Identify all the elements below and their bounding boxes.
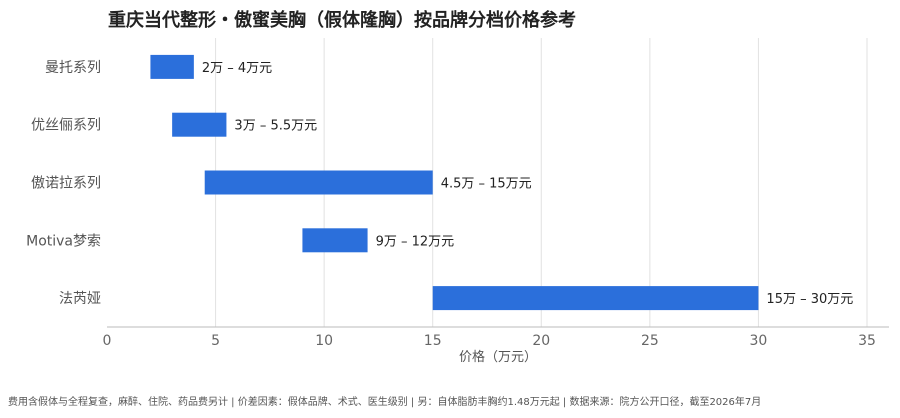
category-label: Motiva梦索 [26, 232, 101, 249]
bar [172, 112, 227, 137]
bar [302, 228, 368, 253]
x-axis-title: 价格（万元） [459, 349, 537, 365]
x-tick-label: 5 [211, 333, 220, 349]
chart-title: 重庆当代整形・傲蜜美胸（假体隆胸）按品牌分档价格参考 [108, 10, 576, 31]
x-tick-label: 30 [750, 333, 768, 349]
x-tick-label: 15 [424, 333, 442, 349]
x-tick-label: 25 [641, 333, 659, 349]
data-label: 3万 – 5.5万元 [234, 119, 317, 134]
data-label: 2万 – 4万元 [202, 61, 272, 76]
data-label: 9万 – 12万元 [376, 234, 455, 249]
category-label: 傲诺拉系列 [31, 176, 101, 192]
bar [432, 286, 759, 311]
x-tick-label: 20 [532, 333, 550, 349]
footer-note: 费用含假体与全程复查，麻醉、住院、药品费另计 | 价差因素：假体品牌、术式、医生… [8, 397, 762, 408]
category-label: 曼托系列 [45, 60, 101, 76]
data-label: 4.5万 – 15万元 [441, 177, 532, 192]
data-label: 15万 – 30万元 [766, 292, 853, 307]
x-tick-label: 10 [315, 333, 333, 349]
x-tick-label: 0 [103, 333, 112, 349]
bars [150, 54, 759, 311]
category-label: 法芮娅 [59, 290, 101, 307]
x-tick-label: 35 [858, 333, 876, 349]
bar [150, 54, 194, 79]
category-label: 优丝俪系列 [31, 118, 101, 134]
bar [204, 170, 433, 195]
